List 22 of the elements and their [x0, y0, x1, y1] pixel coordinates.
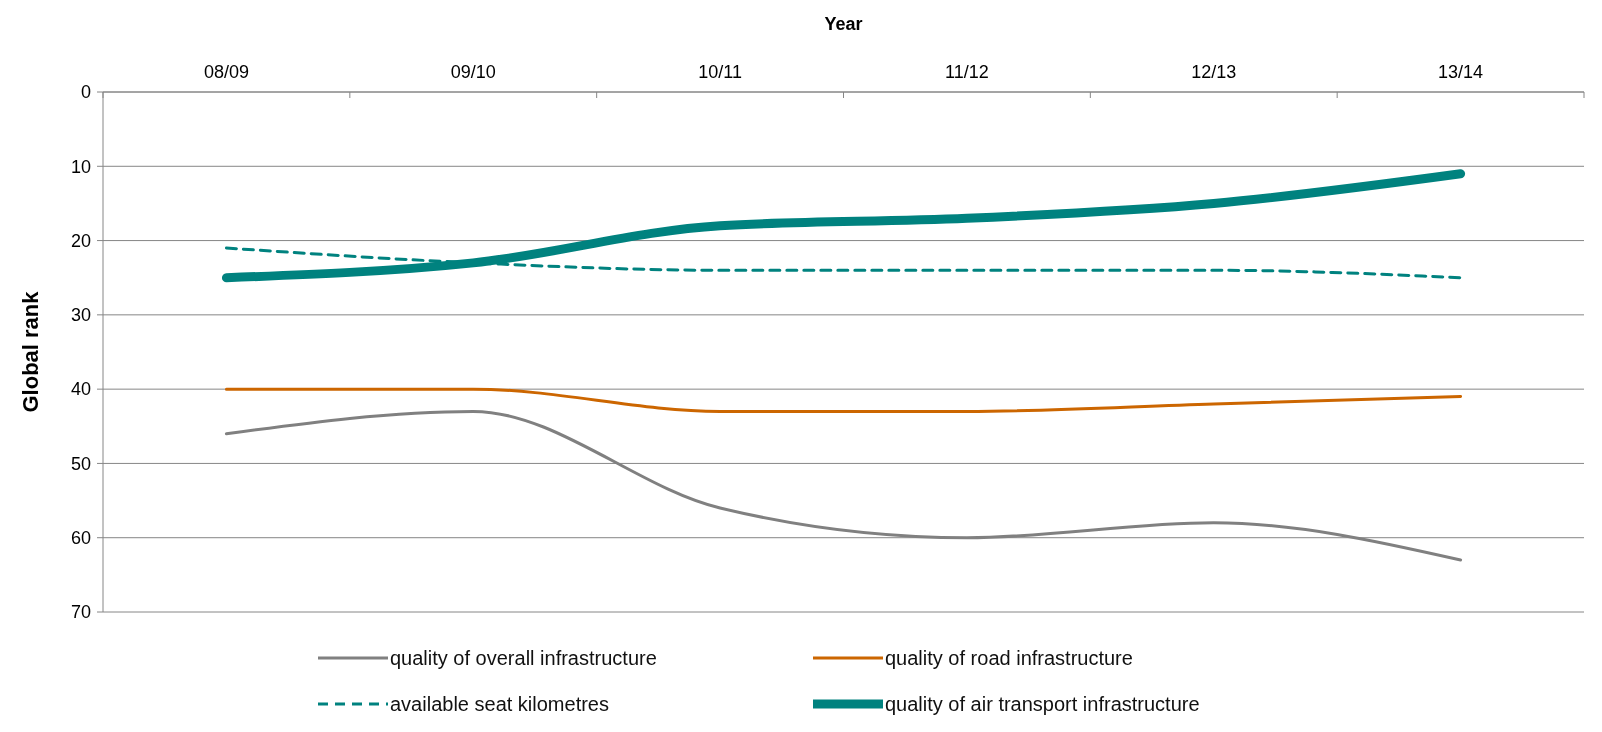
y-tick-label: 60	[70, 528, 91, 549]
legend-label: quality of overall infrastructure	[390, 647, 657, 669]
y-tick-label: 40	[70, 379, 91, 400]
x-tick-label: 11/12	[945, 62, 989, 82]
legend-label: quality of air transport infrastructure	[885, 693, 1200, 715]
x-tick-label: 08/09	[203, 62, 249, 82]
x-axis-title: Year	[824, 14, 863, 34]
legend-label: available seat kilometres	[390, 693, 609, 715]
y-tick-label: 0	[80, 82, 91, 103]
y-tick-label: 30	[70, 305, 91, 326]
x-tick-label: 10/11	[698, 62, 742, 82]
x-tick-label: 13/14	[1438, 62, 1484, 82]
y-tick-label: 10	[70, 156, 91, 177]
y-tick-label: 70	[70, 602, 91, 623]
x-tick-label: 12/13	[1191, 62, 1237, 82]
line-series	[224, 246, 1463, 280]
y-tick-label: 20	[70, 230, 91, 251]
y-axis-title: Global rank	[18, 290, 43, 413]
y-tick-label: 50	[70, 453, 91, 474]
legend-label: quality of road infrastructure	[885, 647, 1133, 669]
x-tick-label: 09/10	[450, 62, 496, 82]
line-series	[224, 387, 1463, 413]
